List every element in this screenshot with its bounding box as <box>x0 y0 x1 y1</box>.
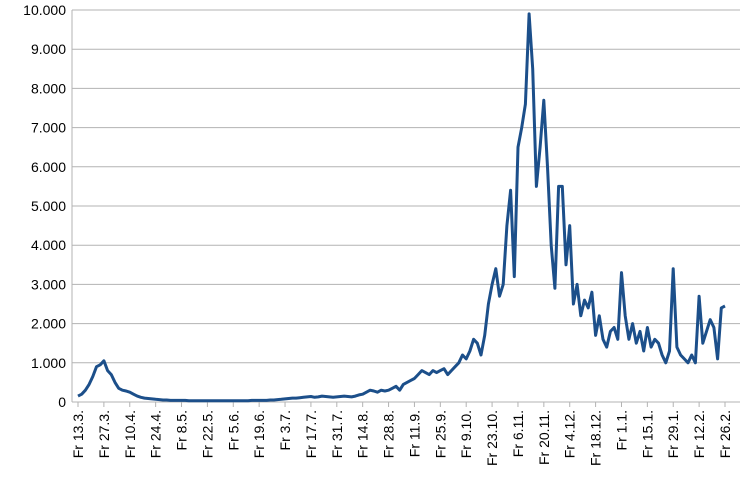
x-tick-label: Fr 23.10. <box>484 410 500 466</box>
y-tick-label: 5.000 <box>31 198 66 214</box>
y-tick-label: 10.000 <box>23 2 66 18</box>
x-tick-label: Fr 5.6. <box>225 410 241 450</box>
x-tick-label: Fr 25.9. <box>432 410 448 458</box>
y-tick-label: 0 <box>58 394 66 410</box>
x-tick-label: Fr 17.7. <box>303 410 319 458</box>
x-tick-label: Fr 1.1. <box>613 410 629 450</box>
y-tick-label: 9.000 <box>31 41 66 57</box>
y-tick-label: 3.000 <box>31 276 66 292</box>
x-tick-label: Fr 28.8. <box>381 410 397 458</box>
y-tick-label: 8.000 <box>31 80 66 96</box>
y-tick-label: 4.000 <box>31 237 66 253</box>
x-tick-label: Fr 15.1. <box>639 410 655 458</box>
x-tick-label: Fr 18.12. <box>588 410 604 466</box>
x-tick-label: Fr 12.2. <box>691 410 707 458</box>
x-tick-label: Fr 6.11. <box>510 410 526 457</box>
x-tick-label: Fr 14.8. <box>355 410 371 458</box>
x-tick-label: Fr 20.11. <box>536 410 552 465</box>
y-tick-label: 2.000 <box>31 316 66 332</box>
x-tick-label: Fr 9.10. <box>458 410 474 458</box>
x-tick-label: Fr 13.3. <box>70 410 86 458</box>
x-tick-label: Fr 24.4. <box>148 410 164 458</box>
x-tick-label: Fr 22.5. <box>199 410 215 458</box>
y-tick-label: 7.000 <box>31 120 66 136</box>
x-tick-label: Fr 26.2. <box>717 410 733 458</box>
x-tick-label: Fr 3.7. <box>277 410 293 450</box>
x-tick-label: Fr 10.4. <box>122 410 138 458</box>
y-tick-label: 6.000 <box>31 159 66 175</box>
x-tick-label: Fr 4.12. <box>562 410 578 458</box>
x-tick-label: Fr 27.3. <box>96 410 112 458</box>
line-series <box>77 12 726 403</box>
x-tick-label: Fr 19.6. <box>251 410 267 458</box>
x-tick-label: Fr 29.1. <box>665 410 681 458</box>
x-tick-label: Fr 31.7. <box>329 410 345 458</box>
x-tick-label: Fr 11.9. <box>406 410 422 457</box>
y-tick-label: 1.000 <box>31 355 66 371</box>
x-tick-label: Fr 8.5. <box>174 410 190 450</box>
